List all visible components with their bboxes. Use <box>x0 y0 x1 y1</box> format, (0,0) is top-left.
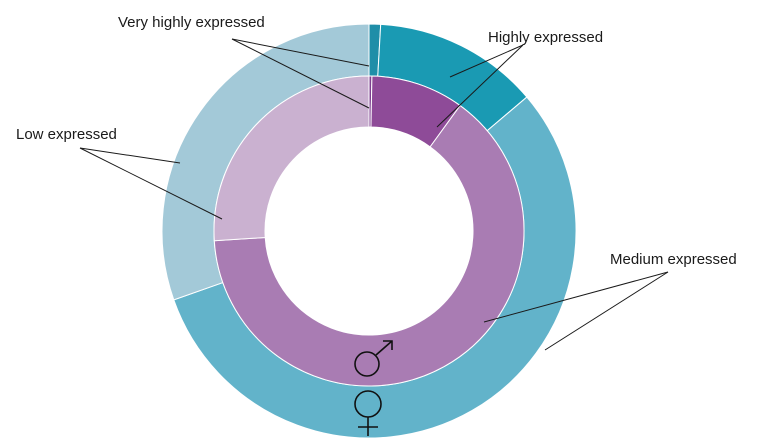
male-symbol-icon <box>354 340 393 377</box>
leader-lines <box>79 38 669 351</box>
male-ring <box>213 75 525 387</box>
male-slice-medium <box>213 104 525 387</box>
leader-low-inner <box>79 147 223 220</box>
leader-medium-inner <box>483 271 669 323</box>
leader-low-outer <box>79 147 181 164</box>
label-very-highly-expressed: Very highly expressed <box>118 14 265 31</box>
label-low-expressed: Low expressed <box>16 126 117 143</box>
leader-very-highly-inner <box>231 38 370 109</box>
leader-very-highly-outer <box>231 38 370 67</box>
label-highly-expressed: Highly expressed <box>488 29 603 46</box>
male-slice-low <box>213 75 370 242</box>
leader-highly-inner <box>436 44 524 128</box>
leader-medium-outer <box>544 271 669 351</box>
label-medium-expressed: Medium expressed <box>610 251 737 268</box>
female-symbol-icon <box>354 390 382 436</box>
leader-highly-outer <box>449 44 524 78</box>
